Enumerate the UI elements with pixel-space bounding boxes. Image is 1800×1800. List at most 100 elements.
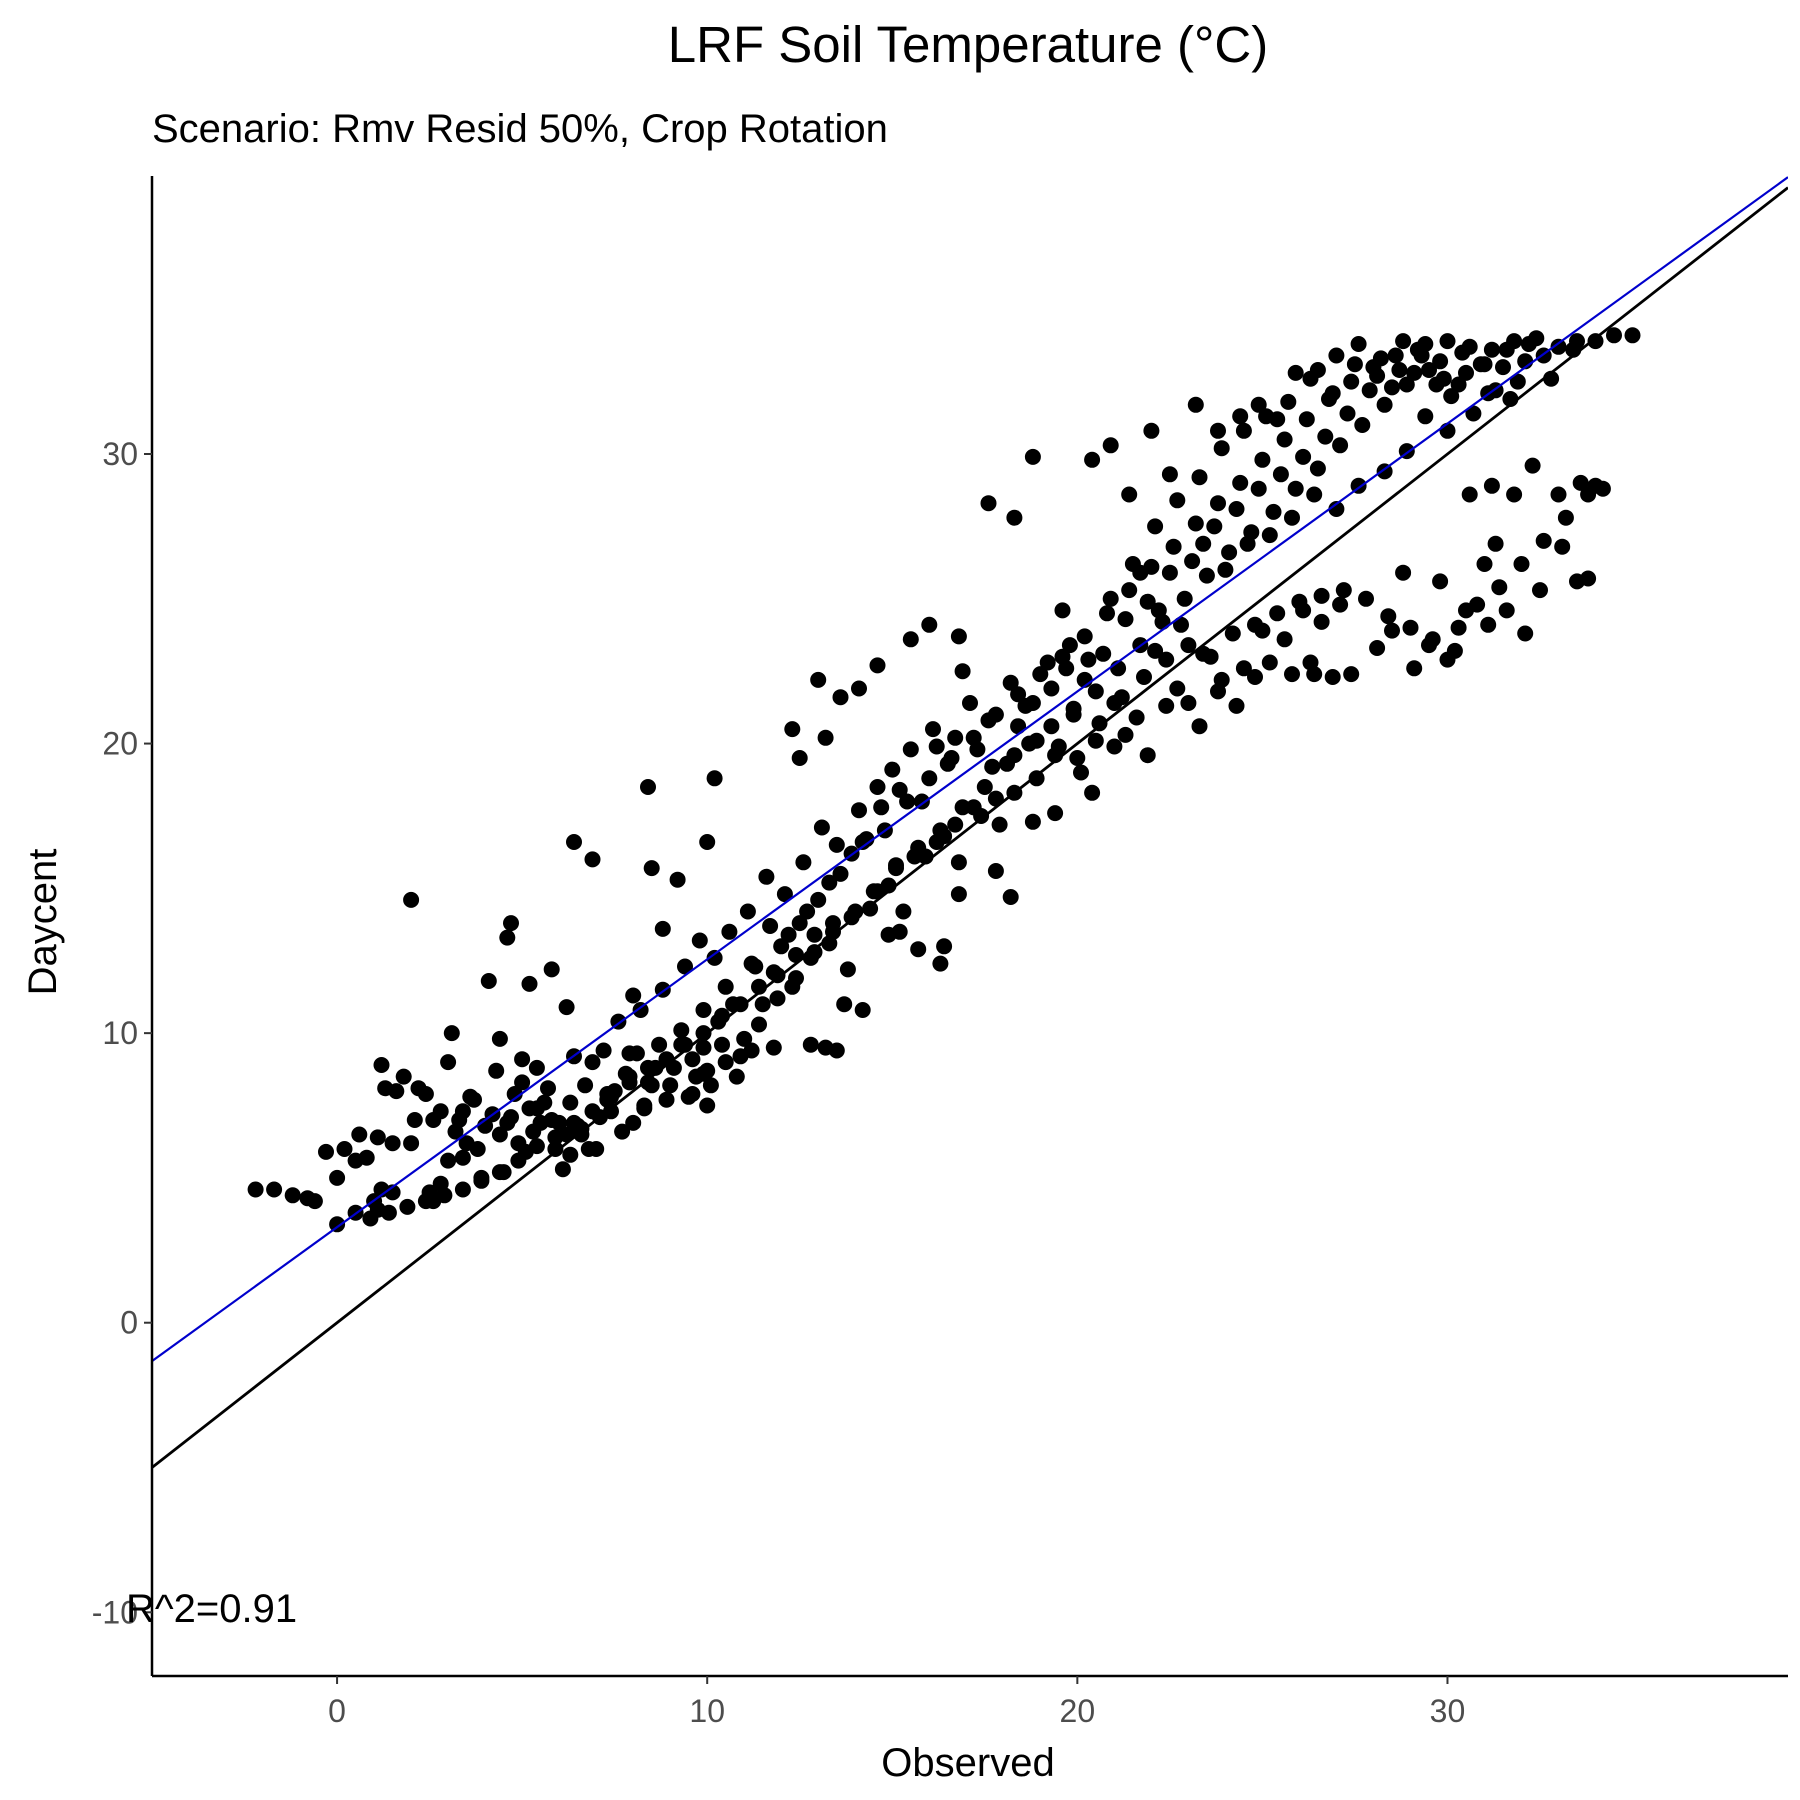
data-point bbox=[1317, 428, 1334, 445]
data-point bbox=[403, 1135, 420, 1152]
x-tick-label: 30 bbox=[1430, 1693, 1466, 1729]
r-squared-annotation: R^2=0.91 bbox=[126, 1587, 297, 1631]
data-point bbox=[695, 1065, 712, 1082]
data-point bbox=[1084, 451, 1101, 468]
data-point bbox=[832, 865, 849, 882]
data-point bbox=[1147, 642, 1164, 659]
data-point bbox=[1465, 405, 1482, 422]
data-point bbox=[562, 1146, 579, 1163]
data-point bbox=[399, 1198, 416, 1215]
data-point bbox=[1187, 515, 1204, 532]
data-point bbox=[717, 1054, 734, 1071]
data-point bbox=[384, 1135, 401, 1152]
data-point bbox=[791, 750, 808, 766]
data-point bbox=[1343, 373, 1360, 390]
data-point bbox=[1376, 396, 1393, 413]
data-point bbox=[888, 857, 904, 874]
data-point bbox=[547, 1141, 564, 1157]
data-point bbox=[788, 970, 804, 987]
data-point bbox=[1450, 376, 1467, 393]
data-point bbox=[1224, 625, 1241, 642]
data-point bbox=[336, 1141, 353, 1157]
data-point bbox=[1084, 784, 1101, 801]
data-point bbox=[395, 1068, 412, 1085]
data-point bbox=[1061, 637, 1078, 654]
data-point bbox=[976, 779, 993, 795]
data-point bbox=[1073, 764, 1089, 781]
y-tick-label: 30 bbox=[102, 436, 138, 472]
data-point bbox=[417, 1193, 434, 1210]
data-point bbox=[384, 1184, 401, 1201]
data-point bbox=[410, 1080, 427, 1097]
data-point bbox=[921, 616, 938, 633]
data-point bbox=[1332, 437, 1349, 454]
data-point bbox=[584, 1103, 601, 1120]
data-point bbox=[1121, 486, 1138, 503]
data-point bbox=[1284, 666, 1300, 683]
data-point bbox=[810, 671, 827, 688]
data-point bbox=[1002, 889, 1019, 905]
data-point bbox=[1232, 408, 1249, 425]
data-point bbox=[1369, 367, 1386, 384]
data-point bbox=[684, 1051, 701, 1068]
data-point bbox=[954, 799, 971, 816]
data-point bbox=[862, 900, 879, 917]
data-point bbox=[1402, 619, 1419, 636]
data-point bbox=[451, 1112, 468, 1128]
data-point bbox=[1158, 651, 1175, 668]
data-point bbox=[851, 680, 867, 697]
data-point bbox=[1043, 718, 1060, 735]
data-point bbox=[854, 1002, 871, 1018]
data-point bbox=[799, 903, 816, 920]
data-point bbox=[1369, 640, 1386, 656]
data-point bbox=[832, 689, 849, 706]
data-point bbox=[503, 915, 519, 932]
data-point bbox=[440, 1054, 457, 1071]
data-point bbox=[677, 958, 693, 975]
data-point bbox=[695, 1039, 712, 1056]
data-point bbox=[369, 1129, 386, 1146]
data-point bbox=[1254, 451, 1271, 468]
plot-area: -10 0 10 20 30 0 10 20 30 bbox=[92, 176, 1788, 1729]
data-point bbox=[1128, 709, 1145, 726]
data-point bbox=[1335, 582, 1352, 599]
chart-title: LRF Soil Temperature (°C) bbox=[668, 16, 1268, 73]
data-point bbox=[1261, 654, 1278, 671]
data-point bbox=[751, 1016, 767, 1033]
data-point bbox=[1517, 625, 1534, 642]
data-point bbox=[902, 631, 919, 648]
data-point bbox=[739, 903, 756, 920]
data-point bbox=[928, 738, 945, 755]
data-point bbox=[1309, 460, 1326, 477]
data-point bbox=[625, 1114, 642, 1131]
data-point bbox=[1432, 573, 1449, 590]
data-point bbox=[488, 1062, 505, 1079]
data-point bbox=[1169, 680, 1186, 697]
data-point bbox=[884, 761, 901, 778]
data-point bbox=[780, 926, 797, 943]
data-point bbox=[1080, 651, 1097, 668]
data-point bbox=[969, 741, 986, 758]
data-point bbox=[306, 1193, 323, 1210]
data-point bbox=[658, 1091, 675, 1108]
data-point bbox=[514, 1074, 531, 1091]
data-point bbox=[980, 495, 997, 512]
data-point bbox=[1384, 379, 1400, 396]
data-point bbox=[836, 996, 853, 1013]
data-point bbox=[577, 1077, 594, 1094]
data-point bbox=[1417, 408, 1434, 425]
y-tick-label: 20 bbox=[102, 726, 138, 762]
data-point bbox=[621, 1074, 638, 1091]
data-point bbox=[654, 920, 671, 937]
data-point bbox=[1421, 637, 1437, 654]
data-point bbox=[1191, 718, 1208, 735]
data-point bbox=[640, 1074, 656, 1091]
data-point bbox=[902, 741, 919, 758]
data-point bbox=[1272, 466, 1289, 483]
data-point bbox=[1550, 486, 1567, 503]
data-point bbox=[284, 1187, 301, 1204]
data-point bbox=[1472, 356, 1489, 373]
data-point bbox=[1483, 477, 1500, 494]
data-point bbox=[1210, 422, 1226, 439]
